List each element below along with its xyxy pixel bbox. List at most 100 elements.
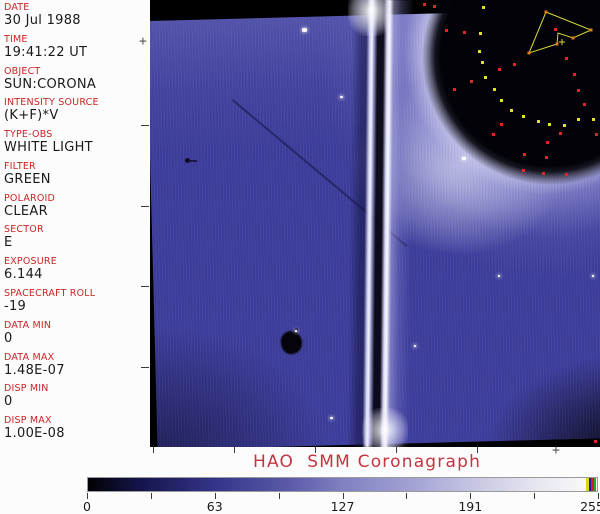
colorbar-tick bbox=[470, 493, 472, 499]
yellow-limb-marker bbox=[577, 118, 580, 121]
pylon-top-glow bbox=[348, 0, 390, 36]
pointing-polygon bbox=[528, 11, 593, 54]
polygon-vertex-marker bbox=[571, 36, 575, 40]
pylon-bottom-glow bbox=[362, 408, 408, 447]
bottom-axis-tick bbox=[315, 447, 316, 453]
red-star-marker bbox=[523, 153, 526, 156]
bright-point bbox=[302, 28, 307, 32]
yellow-limb-marker bbox=[563, 124, 566, 127]
metadata-field: FILTER GREEN bbox=[4, 161, 150, 193]
red-star-marker bbox=[513, 63, 516, 66]
red-star-marker bbox=[445, 29, 448, 32]
intensity-colorbar bbox=[87, 477, 598, 492]
pointing-overlay bbox=[527, 10, 593, 55]
metadata-label: TIME bbox=[4, 33, 28, 45]
yellow-limb-marker bbox=[493, 88, 496, 91]
metadata-label: TYPE-OBS bbox=[4, 129, 53, 141]
colorbar-tick bbox=[278, 493, 280, 499]
metadata-value: 0 bbox=[4, 330, 13, 346]
colorbar-tick-label: 0 bbox=[83, 499, 91, 514]
metadata-field: INTENSITY SOURCE (K+F)*V bbox=[4, 97, 150, 129]
metadata-value: 1.00E-08 bbox=[4, 426, 65, 442]
colorbar-tick-label: 191 bbox=[458, 499, 483, 514]
bright-point bbox=[592, 275, 594, 277]
metadata-label: INTENSITY SOURCE bbox=[4, 97, 99, 109]
metadata-value: 1.48E-07 bbox=[4, 362, 65, 378]
metadata-label: SECTOR bbox=[4, 224, 44, 236]
yellow-limb-marker bbox=[500, 99, 503, 102]
bottom-axis-tick bbox=[396, 447, 397, 453]
red-star-marker bbox=[522, 169, 525, 172]
metadata-value: E bbox=[4, 235, 13, 251]
colorbar-tick bbox=[534, 493, 536, 499]
small-dark-spot bbox=[185, 158, 190, 163]
metadata-value: SUN:CORONA bbox=[4, 76, 97, 92]
left-axis-tick bbox=[141, 206, 149, 207]
red-star-marker bbox=[453, 88, 456, 91]
metadata-value: -19 bbox=[4, 299, 27, 315]
colorbar-tick bbox=[214, 493, 216, 499]
bottom-axis-tick bbox=[234, 447, 235, 453]
colorbar-tick bbox=[406, 493, 408, 499]
left-axis-tick bbox=[141, 286, 149, 287]
colorbar-marker-stripe bbox=[588, 478, 591, 491]
metadata-field: DATA MAX 1.48E-07 bbox=[4, 352, 150, 384]
red-star-marker bbox=[573, 73, 576, 76]
metadata-label: DATE bbox=[4, 2, 30, 13]
metadata-value: WHITE LIGHT bbox=[4, 140, 93, 156]
colorbar-tick bbox=[150, 493, 152, 499]
metadata-field: DATA MIN 0 bbox=[4, 320, 150, 352]
red-star-marker bbox=[470, 80, 473, 83]
red-star-marker bbox=[565, 57, 568, 60]
red-star-marker bbox=[500, 123, 503, 126]
metadata-field: SECTOR E bbox=[4, 224, 150, 256]
metadata-value: 30 Jul 1988 bbox=[4, 13, 81, 28]
yellow-limb-marker bbox=[479, 32, 482, 35]
polygon-vertex-marker bbox=[544, 10, 548, 14]
colorbar-marker-stripe bbox=[593, 478, 596, 491]
yellow-limb-marker bbox=[484, 76, 487, 79]
metadata-label: SPACECRAFT ROLL bbox=[4, 288, 96, 300]
small-dark-spot-tail bbox=[190, 160, 197, 162]
metadata-field: EXPOSURE 6.144 bbox=[4, 256, 150, 288]
yellow-limb-marker bbox=[481, 61, 484, 64]
colorbar-tick-label: 255 bbox=[580, 499, 600, 514]
bright-point bbox=[462, 157, 466, 160]
colorbar-tick-label: 63 bbox=[206, 499, 223, 514]
metadata-sidebar: DATE 30 Jul 1988 TIME 19:41:22 UT OBJECT SUN:… bbox=[0, 0, 150, 447]
bright-point bbox=[340, 96, 343, 98]
red-star-marker bbox=[559, 132, 562, 135]
metadata-value: (K+F)*V bbox=[4, 108, 59, 124]
metadata-field: DISP MIN 0 bbox=[4, 383, 150, 415]
sidebar-fields: DATE 30 Jul 1988 TIME 19:41:22 UT OBJECT SUN:… bbox=[4, 2, 150, 447]
red-star-marker bbox=[433, 5, 436, 8]
red-star-marker bbox=[594, 440, 597, 443]
instrument-title: HAO SMM Coronagraph bbox=[253, 452, 482, 472]
metadata-field: DISP MAX 1.00E-08 bbox=[4, 415, 150, 447]
colorbar-marker-stripe bbox=[586, 478, 589, 491]
dust-speck bbox=[295, 328, 298, 331]
yellow-limb-marker bbox=[592, 118, 595, 121]
metadata-label: DISP MIN bbox=[4, 383, 49, 395]
coronagraph-image bbox=[150, 0, 600, 447]
polygon-vertex-marker bbox=[527, 51, 531, 55]
yellow-limb-marker bbox=[510, 109, 513, 112]
polygon-vertex-marker bbox=[555, 42, 559, 46]
metadata-value: GREEN bbox=[4, 171, 51, 187]
red-star-marker bbox=[492, 133, 495, 136]
yellow-limb-marker bbox=[482, 6, 485, 9]
red-star-marker bbox=[463, 31, 466, 34]
metadata-value: 19:41:22 UT bbox=[4, 44, 88, 60]
bottom-axis-tick bbox=[153, 447, 154, 453]
colorbar-tick bbox=[87, 493, 88, 499]
yellow-limb-marker bbox=[548, 123, 551, 126]
metadata-field: OBJECT SUN:CORONA bbox=[4, 66, 150, 98]
metadata-label: EXPOSURE bbox=[4, 256, 57, 268]
red-star-marker bbox=[545, 156, 548, 159]
left-axis-tick bbox=[141, 367, 149, 368]
colorbar-tick bbox=[342, 493, 344, 499]
colorbar-tick bbox=[598, 493, 599, 499]
bright-point bbox=[498, 275, 500, 277]
metadata-value: CLEAR bbox=[4, 203, 48, 219]
